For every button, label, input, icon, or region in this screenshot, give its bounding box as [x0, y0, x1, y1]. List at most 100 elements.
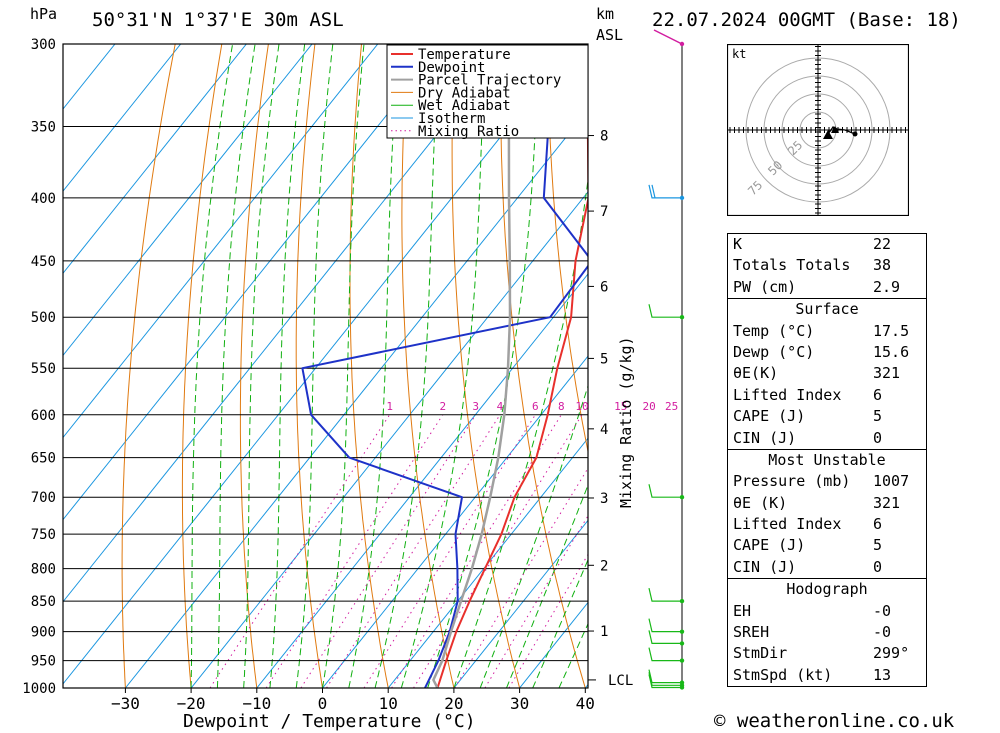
wind-barb: [648, 618, 682, 633]
pressure-tick-label: 800: [31, 562, 56, 578]
dewpoint-line: [301, 44, 588, 688]
location-title: 50°31'N 1°37'E 30m ASL: [92, 9, 344, 31]
isotherm-line: [190, 191, 588, 688]
mixing-ratio-line: [265, 414, 444, 688]
index-row-k: K 22: [733, 235, 892, 253]
isotherm-line: [63, 44, 313, 357]
mixing-ratio-line: [326, 414, 501, 688]
hodograph-row: EH -0: [733, 601, 892, 620]
mixing-ratio-label: 3: [472, 400, 479, 413]
km-tick-label: 8: [600, 129, 608, 145]
datetime-title: 22.07.2024 00GMT (Base: 18): [652, 9, 961, 31]
wet-adiabat-line: [190, 44, 234, 688]
mixing-ratio-label: 1: [386, 400, 393, 413]
isotherm-line: [63, 44, 247, 275]
surface-section-title: Surface: [728, 298, 926, 320]
pressure-tick-label: 1000: [22, 681, 56, 697]
pressure-tick-label: 750: [31, 527, 56, 543]
x-tick-label: −20: [177, 694, 206, 713]
mixing-ratio-label: 2: [440, 400, 447, 413]
pressure-tick-label: 300: [31, 37, 56, 53]
isotherm-line: [63, 44, 444, 521]
x-tick-label: −30: [111, 694, 140, 713]
km-tick-label: 7: [600, 204, 608, 220]
surface-row: Dewp (°C) 15.6: [733, 342, 910, 361]
km-tick-label: 2: [600, 558, 608, 574]
wind-barb: [648, 484, 682, 498]
km-unit-label: km: [596, 5, 615, 23]
isotherm-line: [125, 108, 588, 688]
most-unstable-row: CIN (J) 0: [733, 557, 883, 576]
index-row-totals: Totals Totals 38: [733, 256, 892, 275]
hodograph-unit: kt: [732, 47, 746, 61]
x-tick-label: −10: [242, 694, 271, 713]
km-tick-label: 5: [600, 351, 608, 367]
wind-barb: [648, 647, 682, 662]
wind-barb: [648, 630, 682, 645]
wet-adiabat-line: [243, 44, 280, 688]
temperature-axis: −30 −20 −10 0 10 20 30 40: [111, 688, 595, 713]
pressure-tick-label: 650: [31, 451, 56, 467]
wet-adiabat-line: [453, 175, 588, 688]
mixing-ratio-labels: 1 2 3 4 6 8 10 15 20 25: [386, 400, 678, 413]
most-unstable-row: Lifted Index 6: [733, 515, 883, 534]
x-axis-label: Dewpoint / Temperature (°C): [183, 711, 476, 732]
parcel-trajectory-line: [432, 44, 514, 688]
wet-adiabat-line: [506, 483, 588, 688]
dry-adiabat-line: [547, 44, 588, 455]
mixing-ratio-line: [508, 553, 588, 688]
surface-row: CAPE (J) 5: [733, 407, 883, 426]
storm-motion-marker: [831, 126, 839, 133]
x-tick-label: 40: [576, 694, 595, 713]
km-tick-label: 1: [600, 624, 608, 640]
wet-adiabat-line: [216, 44, 256, 688]
wet-adiabat-line: [427, 44, 540, 688]
km-tick-label: 6: [600, 279, 608, 295]
copyright-link[interactable]: © weatheronline.co.uk: [714, 710, 955, 732]
plot-frame: [62, 43, 589, 689]
legend-label: Wet Adiabat: [418, 98, 511, 114]
isotherm-line: [63, 44, 379, 439]
isotherm-line: [63, 44, 182, 192]
km-tick-label: 4: [600, 422, 608, 438]
temperature-line: [436, 116, 588, 688]
mixing-ratio-label: 10: [575, 400, 588, 413]
isotherm-line: [387, 437, 588, 688]
isotherm-line: [322, 355, 588, 688]
height-axis: 1 2 3 4 5 6 7 8 LCL: [588, 129, 633, 689]
lcl-label: LCL: [608, 673, 633, 689]
dry-adiabat-line: [121, 44, 176, 688]
asl-unit-label: ASL: [596, 26, 624, 44]
km-tick-label: 3: [600, 491, 608, 507]
index-row-pw: PW (cm) 2.9: [733, 277, 901, 296]
pressure-tick-label: 900: [31, 625, 56, 641]
wind-barb-feather: [651, 184, 656, 199]
dry-adiabat-line: [239, 44, 269, 688]
hodograph-row: StmSpd (kt) 13: [733, 665, 892, 684]
pressure-tick-label: 850: [31, 594, 56, 610]
wind-barb: [648, 669, 682, 684]
pressure-axis: 300 350 400 450 500 550 600 650 700 750 800 850 900 9…: [22, 37, 56, 697]
isotherm-line: [453, 519, 588, 688]
most-unstable-row: Pressure (mb) 1007: [733, 472, 910, 491]
mixing-ratio-line: [300, 414, 477, 688]
x-tick-label: 20: [444, 694, 463, 713]
dry-adiabat-line: [401, 44, 455, 688]
legend-label: Isotherm: [418, 111, 485, 127]
legend-label: Dry Adiabat: [418, 85, 511, 101]
wind-barb: [648, 672, 682, 686]
mixing-ratio-label: 25: [665, 400, 678, 413]
legend-label: Mixing Ratio: [418, 124, 519, 140]
legend-label: Dewpoint: [418, 60, 485, 76]
pressure-unit-label: hPa: [30, 5, 58, 23]
pressure-tick-label: 500: [31, 310, 56, 326]
mixing-ratio-label: 8: [558, 400, 565, 413]
surface-row: θE(K) 321: [733, 364, 901, 383]
wind-profile: [648, 29, 685, 690]
pressure-tick-label: 600: [31, 408, 56, 424]
surface-row: Lifted Index 6: [733, 385, 883, 404]
x-tick-label: 0: [318, 694, 328, 713]
pressure-tick-label: 700: [31, 490, 56, 506]
stability-index-table: K 22 Totals Totals 38 PW (cm) 2.9 Surface T…: [727, 233, 927, 688]
